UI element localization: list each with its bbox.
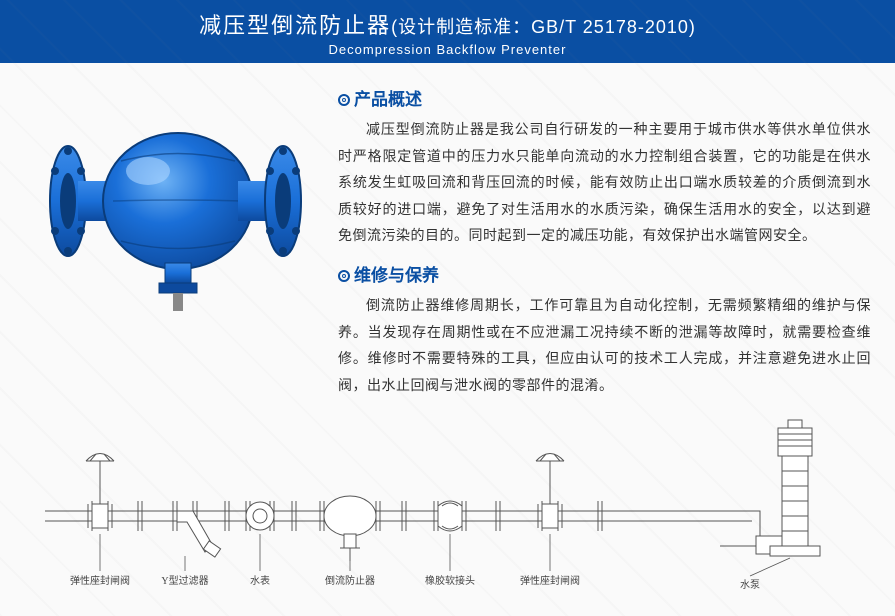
- section-title-overview: 产品概述: [338, 85, 871, 110]
- text-column: 产品概述 减压型倒流防止器是我公司自行研发的一种主要用于城市供水等供水单位供水时…: [328, 81, 871, 398]
- schematic-label: 弹性座封闸阀: [70, 574, 130, 587]
- title-main: 减压型倒流防止器: [199, 13, 391, 38]
- installation-schematic: 弹性座封闸阀 Y型过滤器 水表 倒流防止器 橡胶软接头 弹性座封闸阀 水泵: [0, 416, 895, 606]
- schematic-label: 橡胶软接头: [425, 574, 475, 587]
- product-photo-column: [18, 81, 328, 398]
- maintenance-paragraph: 倒流防止器维修周期长，工作可靠且为自动化控制，无需频繁精细的维护与保养。当发现存…: [338, 292, 871, 398]
- schematic-label: 水表: [250, 574, 270, 587]
- schematic-label: 水泵: [740, 579, 760, 591]
- header-title-cn: 减压型倒流防止器(设计制造标准：GB/T 25178-2010): [0, 8, 895, 40]
- title-standard: (设计制造标准：GB/T 25178-2010): [391, 17, 696, 37]
- bullet-icon: [338, 270, 350, 282]
- maintenance-title-text: 维修与保养: [354, 266, 439, 285]
- section-title-maintenance: 维修与保养: [338, 261, 871, 286]
- schematic-label: 弹性座封闸阀: [520, 574, 580, 587]
- header-title-en: Decompression Backflow Preventer: [0, 42, 895, 57]
- header-bar: 减压型倒流防止器(设计制造标准：GB/T 25178-2010) Decompr…: [0, 0, 895, 63]
- schematic-label: Y型过滤器: [161, 574, 208, 587]
- schematic-label: 倒流防止器: [325, 574, 375, 587]
- product-photo: [33, 91, 313, 321]
- content-row: 产品概述 减压型倒流防止器是我公司自行研发的一种主要用于城市供水等供水单位供水时…: [0, 63, 895, 398]
- overview-title-text: 产品概述: [354, 90, 422, 109]
- bullet-icon: [338, 94, 350, 106]
- overview-paragraph: 减压型倒流防止器是我公司自行研发的一种主要用于城市供水等供水单位供水时严格限定管…: [338, 116, 871, 249]
